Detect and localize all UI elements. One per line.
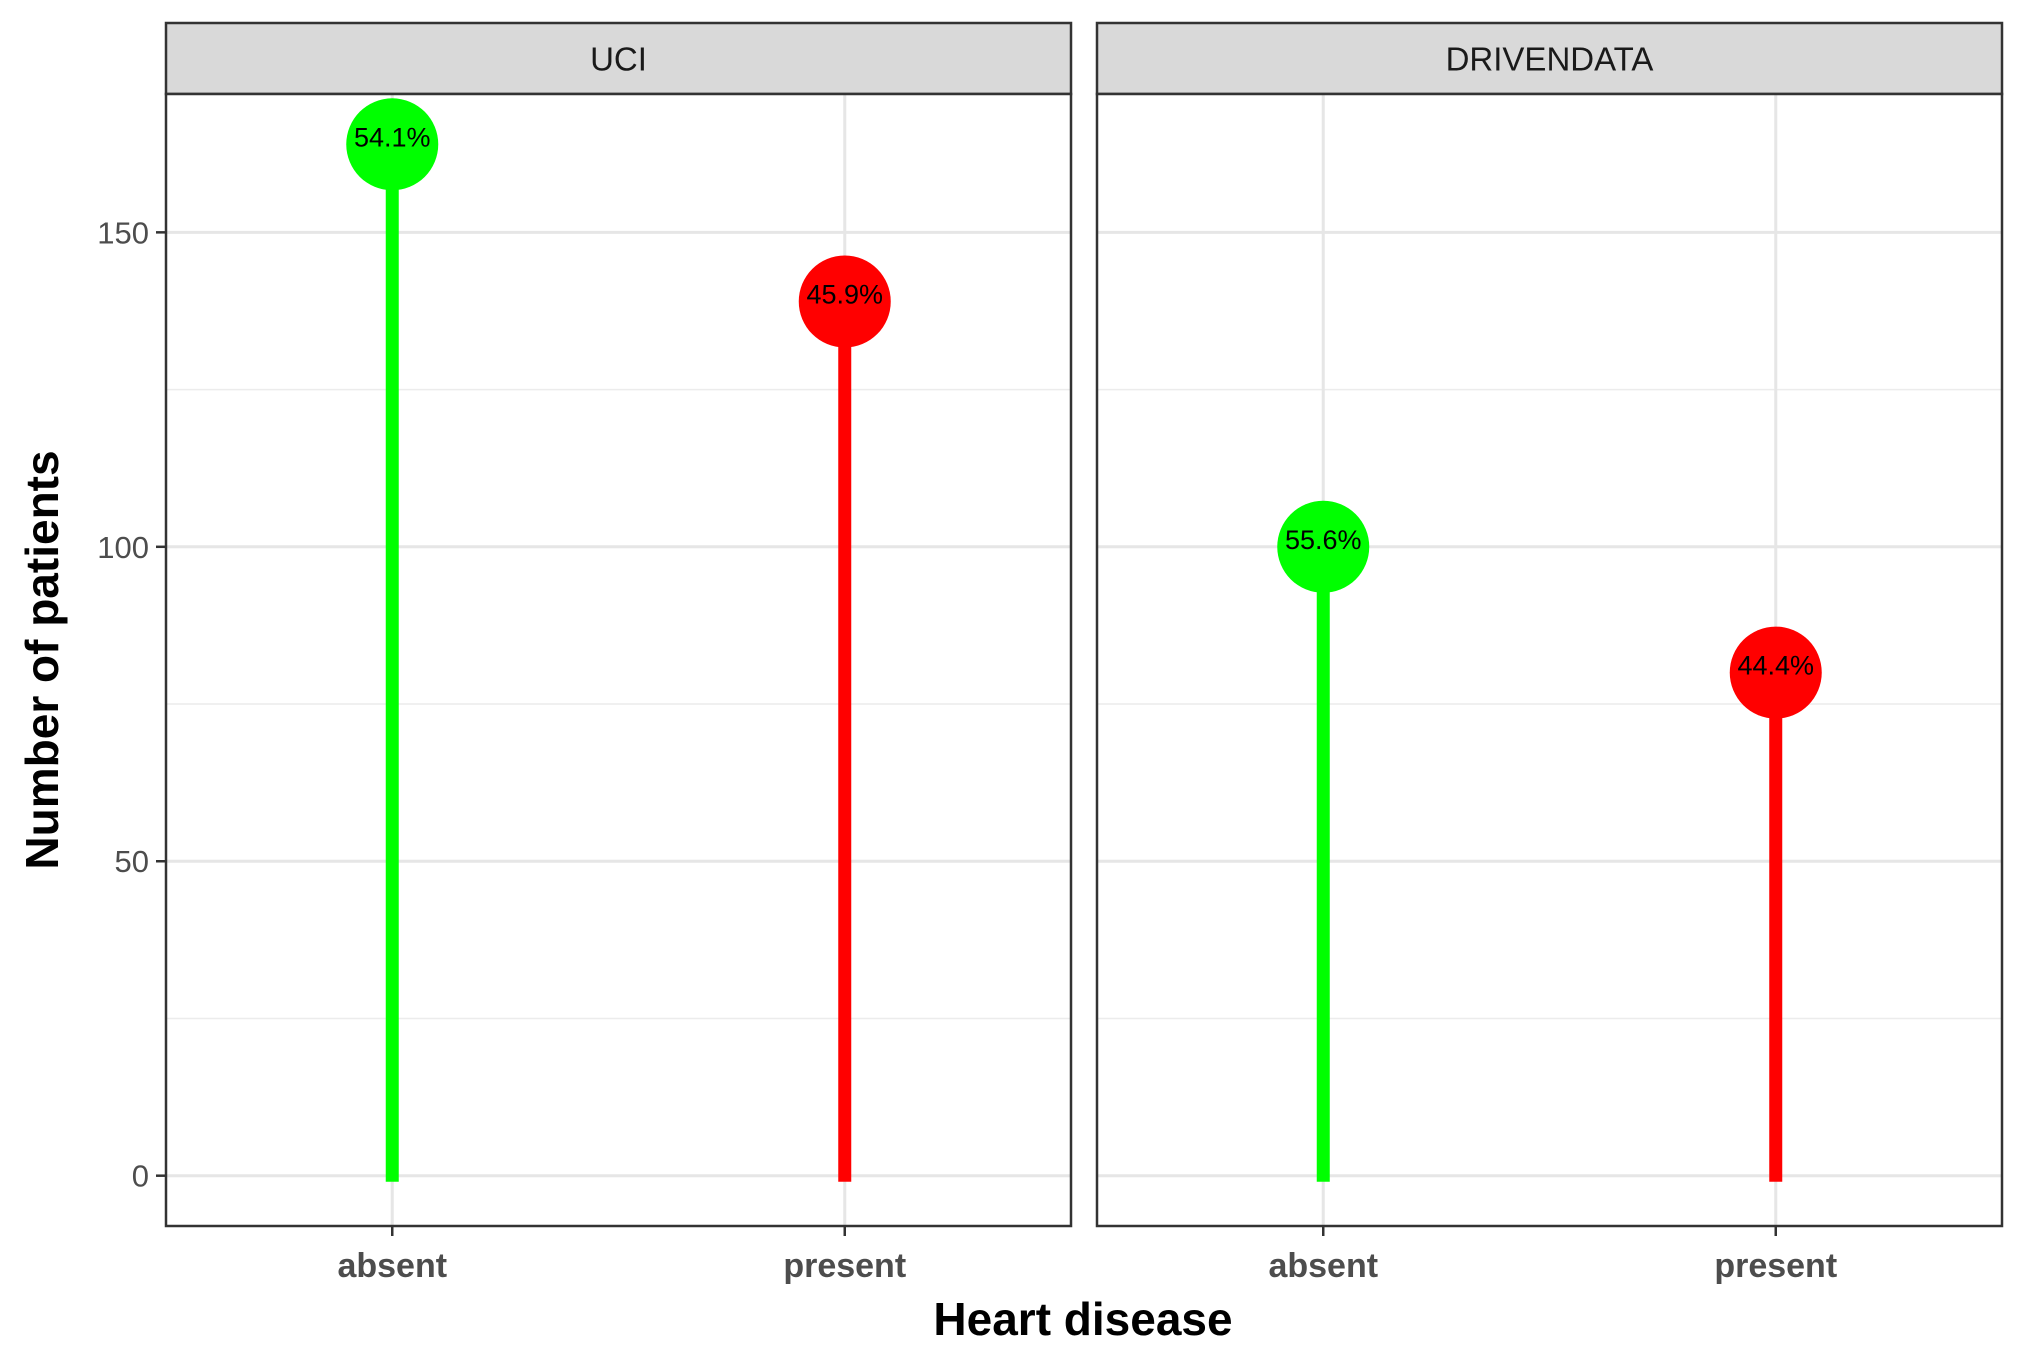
y-axis-title: Number of patients: [16, 450, 68, 869]
lollipop-head-absent: [1277, 500, 1370, 593]
panel-drivendata: DRIVENDATA 55.6% 44.4%: [1095, 21, 2004, 1228]
facet-strip-label: DRIVENDATA: [1446, 41, 1654, 78]
x-tick-label: absent: [1268, 1247, 1378, 1285]
y-tick-label: 150: [97, 215, 149, 250]
data-label-present: 45.9%: [806, 280, 883, 310]
lollipop-head-absent: [346, 98, 439, 191]
facet-strip-label: UCI: [590, 41, 647, 78]
y-axis: 0 50 100 150: [97, 215, 166, 1194]
panels-group: UCI 54.1% 45.9% DRIVENDATA 55.6% 44.4%: [164, 21, 2004, 1228]
x-tick-label: absent: [337, 1247, 447, 1285]
plot-background: [166, 94, 1071, 1226]
x-tick-label: present: [1714, 1247, 1837, 1285]
lollipop-head-present: [798, 255, 891, 348]
facet-strip: [1095, 21, 2004, 96]
data-label-present: 44.4%: [1737, 651, 1814, 681]
x-axis-title: Heart disease: [933, 1293, 1232, 1345]
x-tick-label: present: [783, 1247, 906, 1285]
lollipop-head-present: [1729, 626, 1822, 719]
panel-border: [164, 92, 1073, 1228]
plot-background: [1097, 94, 2002, 1226]
x-axis: absent present absent present: [337, 1226, 1837, 1285]
panel-uci: UCI 54.1% 45.9%: [164, 21, 1073, 1228]
data-label-absent: 55.6%: [1285, 525, 1362, 555]
y-tick-label: 50: [115, 844, 149, 879]
facet-strip: [164, 21, 1073, 96]
y-tick-label: 0: [132, 1159, 149, 1194]
y-tick-label: 100: [97, 530, 149, 565]
data-label-absent: 54.1%: [354, 122, 431, 152]
panel-border: [1095, 92, 2004, 1228]
